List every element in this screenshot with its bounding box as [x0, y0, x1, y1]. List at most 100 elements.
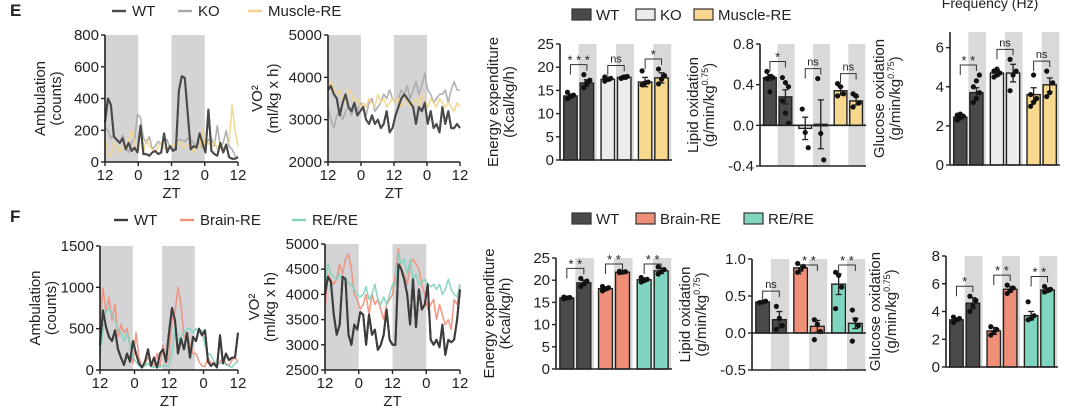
data-point — [567, 294, 573, 301]
data-point — [976, 90, 983, 96]
y-tick-label: 25 — [533, 250, 550, 267]
y-tick-label: 2000 — [289, 154, 322, 171]
y-tick-label: 1000 — [61, 279, 94, 296]
data-point — [837, 84, 844, 90]
significance-label: * * — [568, 256, 582, 271]
bar-ko-light — [600, 78, 616, 161]
y-axis-label: Energy expenditure (Kcal/kg/h) — [485, 37, 518, 167]
y-axis-label-line2: (g/min/kg0.75) — [882, 269, 900, 353]
significance-bracket — [804, 68, 822, 79]
panel-label-e: E — [10, 1, 21, 20]
y-axis-label: Lipid oxidation (g/min/kg0.75) — [677, 267, 710, 363]
y-tick-label: 0.8 — [733, 36, 754, 53]
data-point — [994, 326, 1000, 333]
y-tick-label: 0 — [546, 152, 554, 169]
y-tick-label: 6 — [932, 276, 940, 293]
y-axis-label: VO² (ml/kg x h) — [249, 63, 282, 133]
header-fragment: Frequency (Hz) — [942, 0, 1038, 11]
data-point — [956, 315, 963, 322]
line-legend-e: WT KO Muscle-RE — [112, 3, 341, 20]
significance-bracket — [1030, 276, 1049, 287]
y-axis-label-line2: (counts) — [48, 71, 65, 125]
data-point — [836, 272, 842, 278]
data-point — [1050, 80, 1056, 86]
significance-label: * * — [646, 252, 660, 267]
legend-swatch — [743, 212, 764, 225]
legend-label: WT — [134, 212, 157, 229]
bar-brain-re-dark — [614, 271, 631, 370]
x-tick-label: 12 — [452, 167, 469, 184]
x-tick-label: 12 — [317, 375, 334, 392]
line-legend-f: WT Brain-RE RE/RE — [114, 212, 358, 229]
x-tick-label: 12 — [163, 167, 180, 184]
y-axis-label: Ambulation (counts) — [27, 270, 60, 345]
data-point — [814, 321, 820, 327]
data-point — [564, 89, 571, 95]
y-tick-label: 4000 — [289, 69, 322, 86]
legend-label: Brain-RE — [200, 212, 261, 229]
legend-swatch — [693, 8, 714, 21]
y-axis-label-line2: (Kcal/kg/h) — [497, 278, 514, 350]
data-point — [994, 66, 1000, 72]
data-point — [1028, 91, 1034, 98]
data-point — [1034, 95, 1040, 102]
y-axis-label: Glucose oxidation (g/min/kg0.75) — [871, 39, 904, 158]
legend-swatch — [571, 212, 592, 225]
x-tick-label: 12 — [230, 375, 247, 392]
bar-wt-dark — [579, 82, 595, 161]
data-point — [849, 307, 855, 313]
legend-label: RE/RE — [768, 211, 814, 228]
data-point — [1031, 313, 1037, 319]
y-axis-label: Energy expenditure (Kcal/kg/h) — [481, 248, 514, 378]
x-tick-label: 0 — [422, 375, 430, 392]
data-point — [839, 284, 845, 290]
significance-label: * * * — [567, 53, 589, 68]
chart-f-lipid-oxidation: ns * * * * -0.5 0.0 0.5 1.0 Lipid oxidation (g/m… — [677, 251, 866, 379]
x-axis-label: ZT — [383, 393, 401, 409]
bar-wt-light — [559, 297, 575, 370]
data-point — [850, 104, 856, 110]
significance-label: * — [651, 47, 656, 62]
data-point — [655, 264, 661, 270]
bar-muscle-re-dark — [654, 77, 669, 161]
y-tick-label: 3000 — [289, 112, 322, 129]
data-point — [616, 268, 623, 274]
data-point — [1028, 103, 1034, 109]
chart-f-energy-expenditure: * * * * * * 0 5 10 15 20 25 Energy expenditure (Kc… — [481, 248, 672, 379]
x-tick-label: 12 — [161, 375, 178, 392]
data-point — [856, 100, 862, 106]
legend-label: KO — [660, 7, 682, 24]
data-point — [805, 145, 811, 151]
data-point — [779, 98, 786, 104]
y-tick-label: 15 — [537, 82, 554, 99]
dark-phase-shade — [325, 244, 359, 370]
y-axis-label: Glucose oxidation (g/min/kg0.75) — [867, 252, 900, 371]
x-tick-label: 0 — [130, 375, 138, 392]
significance-bracket — [838, 264, 856, 275]
y-axis-label-line2: (Kcal/kg/h) — [501, 66, 518, 138]
data-point — [997, 70, 1003, 76]
significance-bracket — [607, 65, 625, 76]
x-tick-label: 0 — [134, 167, 142, 184]
significance-bracket — [959, 64, 977, 76]
significance-label: * * — [961, 53, 975, 68]
y-axis-label-line2: (g/min/kg0.75) — [886, 56, 904, 140]
data-point — [567, 93, 574, 99]
data-point — [1041, 283, 1048, 290]
bar-legend-e: WT KO Muscle-RE — [571, 7, 791, 24]
bar-wt-light — [952, 116, 968, 166]
data-point — [655, 66, 662, 72]
y-tick-label: 800 — [74, 27, 99, 44]
series-line-muscle-re — [327, 80, 461, 112]
bar-ko-dark — [616, 76, 632, 161]
x-tick-label: 0 — [201, 167, 209, 184]
y-tick-label: 4500 — [286, 261, 319, 278]
series-line-wt-top — [104, 75, 239, 160]
bar-wt-light — [949, 319, 964, 368]
y-tick-label: 0 — [932, 359, 940, 376]
data-point — [988, 324, 994, 330]
data-point — [1004, 282, 1010, 288]
data-point — [584, 278, 590, 284]
